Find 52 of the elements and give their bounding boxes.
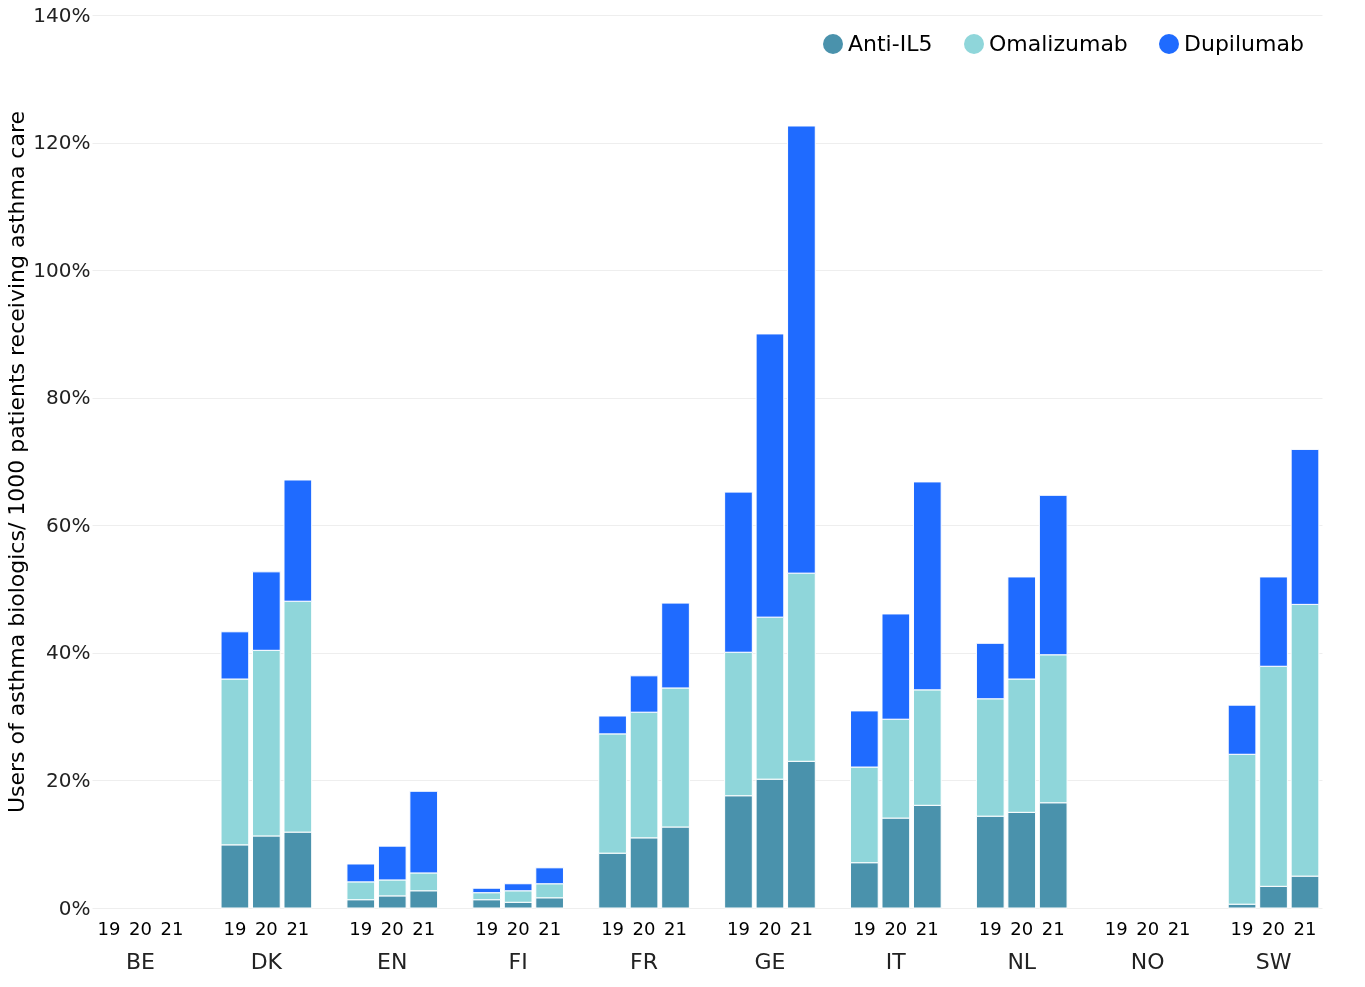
x-tick-label: 19 [727, 917, 750, 939]
x-tick-label: 19 [978, 917, 1002, 939]
x-tick-label: 19 [349, 917, 373, 939]
y-tick-label: 100% [33, 257, 91, 282]
text: NO [1130, 949, 1165, 974]
x-tick-label: 20 [1262, 917, 1285, 939]
text: FR [630, 949, 659, 974]
x-tick-label: 21 [538, 917, 562, 939]
x-tick-label: 21 [412, 917, 436, 939]
y-tick-label: 120% [33, 130, 91, 155]
y-tick-label: 80% [46, 385, 91, 410]
x-tick-label: 21 [789, 917, 813, 939]
text: EN [377, 949, 408, 974]
text: DK [250, 949, 283, 974]
y-tick-label: 20% [46, 767, 91, 792]
x-tick-label: 21 [664, 917, 687, 939]
x-tick-label: 19 [1230, 917, 1254, 939]
text: FI [508, 949, 528, 974]
x-tick-label: 21 [1293, 917, 1317, 939]
x-tick-label: 20 [254, 917, 278, 939]
x-tick-label: 21 [1167, 917, 1191, 939]
text: IT [885, 949, 907, 974]
text: NL [1007, 949, 1037, 974]
x-tick-label: 21 [915, 917, 939, 939]
x-tick-label: 20 [758, 917, 782, 939]
y-tick-label: 0% [58, 895, 91, 920]
y-axis-title: Users of asthma biologics/ 1000 patients receiving asthma care [4, 110, 30, 814]
x-tick-label: 20 [129, 917, 152, 939]
y-tick-label: 40% [46, 640, 91, 665]
text: GE [754, 949, 786, 974]
legend-label: Dupilumab [1184, 31, 1304, 56]
x-tick-label: 20 [884, 917, 908, 939]
x-tick-label: 21 [1041, 917, 1065, 939]
y-tick-label: 60% [46, 512, 91, 537]
x-tick-label: 19 [852, 917, 876, 939]
x-tick-label: 21 [160, 917, 184, 939]
x-tick-label: 19 [601, 917, 625, 939]
y-tick-label: 140% [33, 2, 91, 27]
text: SW [1255, 949, 1292, 974]
legend-label: Anti-IL5 [848, 31, 933, 56]
x-tick-label: 20 [1010, 917, 1034, 939]
x-tick-label: 20 [380, 917, 404, 939]
x-tick-label: 20 [632, 917, 656, 939]
x-tick-label: 20 [506, 917, 530, 939]
text: BE [125, 949, 155, 974]
x-tick-label: 19 [1104, 917, 1128, 939]
x-tick-label: 20 [1136, 917, 1160, 939]
x-tick-label: 21 [286, 917, 310, 939]
x-tick-label: 19 [97, 917, 121, 939]
legend-label: Omalizumab [989, 31, 1128, 56]
x-tick-label: 19 [475, 917, 499, 939]
x-tick-label: 19 [223, 917, 247, 939]
